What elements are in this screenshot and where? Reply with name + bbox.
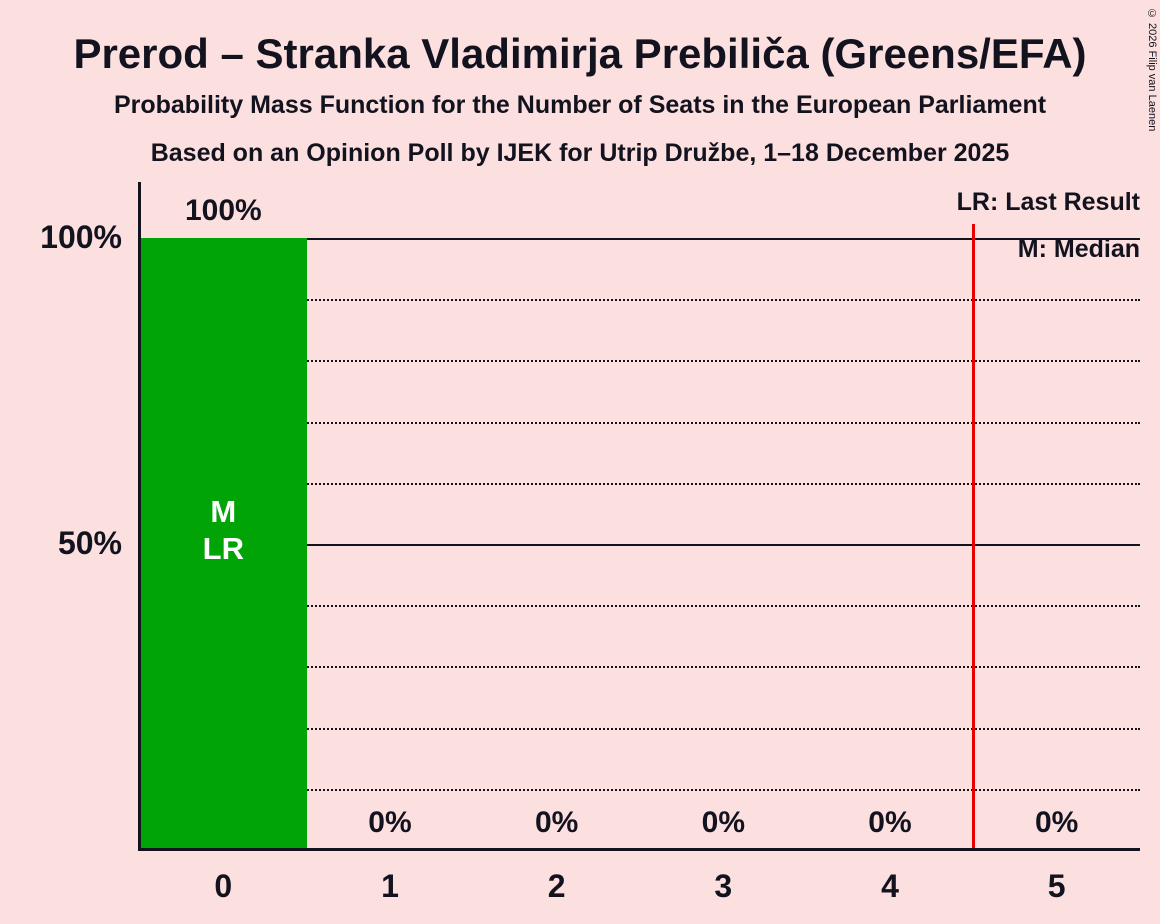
value-label-seats-1: 0% bbox=[368, 806, 412, 839]
y-axis-line bbox=[138, 182, 141, 850]
solid-gridline-50 bbox=[140, 544, 1140, 546]
bar-seats-0 bbox=[140, 238, 307, 850]
x-tick-label-2: 2 bbox=[547, 868, 566, 904]
x-tick-label-3: 3 bbox=[714, 868, 733, 904]
x-axis-line bbox=[138, 848, 1140, 851]
dotted-gridline-60 bbox=[140, 482, 1140, 485]
dotted-gridline-10 bbox=[140, 788, 1140, 791]
copyright-notice: © 2026 Filip van Laenen bbox=[1146, 8, 1158, 132]
x-tick-label-0: 0 bbox=[214, 868, 233, 904]
dotted-gridline-80 bbox=[140, 360, 1140, 363]
y-tick-label-50: 50% bbox=[57, 525, 122, 561]
x-axis-labels: 0 1 2 3 4 5 bbox=[140, 868, 1140, 913]
dotted-gridline-70 bbox=[140, 421, 1140, 424]
solid-gridline-100 bbox=[140, 238, 1140, 240]
x-tick-label-5: 5 bbox=[1047, 868, 1066, 904]
legend-last-result: LR: Last Result bbox=[956, 188, 1140, 216]
page-title: Prerod – Stranka Vladimirja Prebiliča (G… bbox=[73, 30, 1087, 77]
dotted-gridline-40 bbox=[140, 605, 1140, 608]
dotted-gridline-30 bbox=[140, 666, 1140, 669]
value-label-seats-2: 0% bbox=[534, 806, 579, 839]
value-label-seats-5: 0% bbox=[1034, 806, 1079, 839]
value-label-seats-3: 0% bbox=[701, 806, 745, 839]
x-tick-label-4: 4 bbox=[881, 868, 899, 904]
chart-subtitle: Probability Mass Function for the Number… bbox=[113, 91, 1047, 119]
x-tick-label-1: 1 bbox=[381, 868, 399, 904]
last-result-line bbox=[971, 224, 975, 850]
y-tick-label-100: 100% bbox=[40, 219, 122, 255]
dotted-gridline-90 bbox=[140, 299, 1140, 302]
dotted-gridline-20 bbox=[140, 727, 1140, 730]
value-label-seats-4: 0% bbox=[868, 806, 912, 839]
plot-area: 100% 0% 0% 0% 0% 0% M LR bbox=[140, 194, 1140, 850]
poll-subtitle: Based on an Opinion Poll by IJEK for Utr… bbox=[150, 139, 1010, 167]
value-label-seats-0: 100% bbox=[184, 194, 262, 227]
median-last-result-annotation: M LR bbox=[202, 494, 244, 566]
